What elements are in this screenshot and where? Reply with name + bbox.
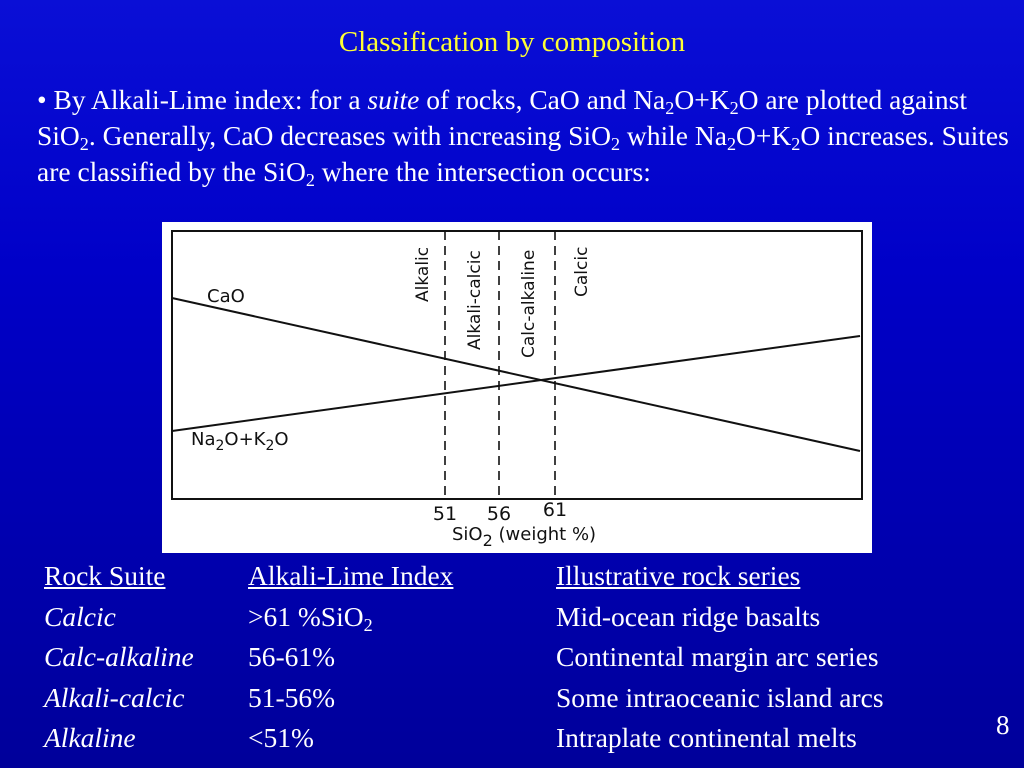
suite-name: Alkaline	[44, 722, 136, 754]
bullet-text: O increases. Suites are classified by th…	[37, 120, 1009, 187]
subscript: 2	[729, 98, 739, 119]
tick-label-51: 51	[433, 503, 457, 525]
bullet-text: By Alkali-Lime index: for a	[46, 84, 368, 115]
series-name: Continental margin arc series	[556, 641, 879, 673]
slide-title: Classification by composition	[338, 26, 686, 58]
bullet-text: O are plotted against SiO	[37, 84, 967, 151]
plot-frame	[171, 230, 863, 500]
bullet-emphasis: suite	[367, 84, 420, 115]
cao-line	[171, 297, 861, 452]
bullet-text: of rocks, CaO and Na	[419, 84, 666, 115]
subscript: 2	[726, 134, 737, 155]
series-name: Mid-ocean ridge basalts	[556, 600, 821, 632]
index-value: <51%	[248, 722, 314, 754]
bullet-text: O+K	[674, 84, 730, 115]
bullet-text: where the intersection occurs:	[314, 156, 651, 187]
rock-suite-table: Rock Suite Alkali-Lime Index Illustrativ…	[40, 556, 940, 759]
zone-label-calc-alkaline: Calc-alkaline	[519, 250, 539, 358]
table-row: Calc-alkaline 56-61% Continental margin …	[40, 637, 940, 678]
index-value: 56-61%	[248, 641, 336, 673]
cao-label: CaO	[207, 286, 245, 307]
alkali-lime-diagram: CaO Na2O+K2O Alkalic Alkali-calcic Calc-…	[162, 222, 872, 553]
bullet-marker: •	[37, 84, 47, 115]
index-value: >61 %SiO2	[248, 600, 373, 635]
suite-name: Calcic	[44, 600, 116, 632]
page-number: 8	[996, 710, 1010, 740]
table-row: Alkali-calcic 51-56% Some intraoceanic i…	[40, 678, 940, 719]
table-header-row: Rock Suite Alkali-Lime Index Illustrativ…	[40, 556, 940, 597]
header-rock-suite: Rock Suite	[44, 560, 166, 592]
header-alkali-lime-index: Alkali-Lime Index	[248, 560, 454, 592]
bullet-text: while Na	[620, 120, 727, 151]
bullet-text: . Generally, CaO decreases with increasi…	[88, 120, 611, 151]
suite-name: Alkali-calcic	[44, 681, 185, 713]
subscript: 2	[305, 170, 315, 191]
series-name: Intraplate continental melts	[556, 722, 857, 754]
suite-name: Calc-alkaline	[44, 641, 194, 673]
header-illustrative-series: Illustrative rock series	[556, 560, 801, 592]
zone-label-calcic: Calcic	[572, 247, 592, 297]
alkali-label: Na2O+K2O	[191, 429, 289, 454]
subscript: 2	[79, 134, 89, 155]
series-name: Some intraoceanic island arcs	[556, 681, 884, 713]
subscript: 2	[791, 134, 801, 155]
index-value: 51-56%	[248, 681, 336, 713]
zone-label-alkalic: Alkalic	[413, 247, 433, 302]
subscript: 2	[610, 134, 621, 155]
tick-label-56: 56	[487, 503, 511, 525]
alkali-line	[171, 335, 861, 432]
bullet-text: O+K	[736, 120, 792, 151]
zone-label-alkali-calcic: Alkali-calcic	[465, 250, 485, 350]
table-row: Calcic >61 %SiO2 Mid-ocean ridge basalts	[40, 597, 940, 638]
diagram-svg: CaO Na2O+K2O Alkalic Alkali-calcic Calc-…	[171, 230, 863, 550]
bullet-paragraph: • By Alkali-Lime index: for a suite of r…	[37, 82, 1012, 190]
subscript: 2	[665, 98, 675, 119]
table-row: Alkaline <51% Intraplate continental mel…	[40, 718, 940, 759]
x-axis-label: SiO2 (weight %)	[452, 524, 596, 550]
tick-label-61: 61	[543, 499, 567, 521]
